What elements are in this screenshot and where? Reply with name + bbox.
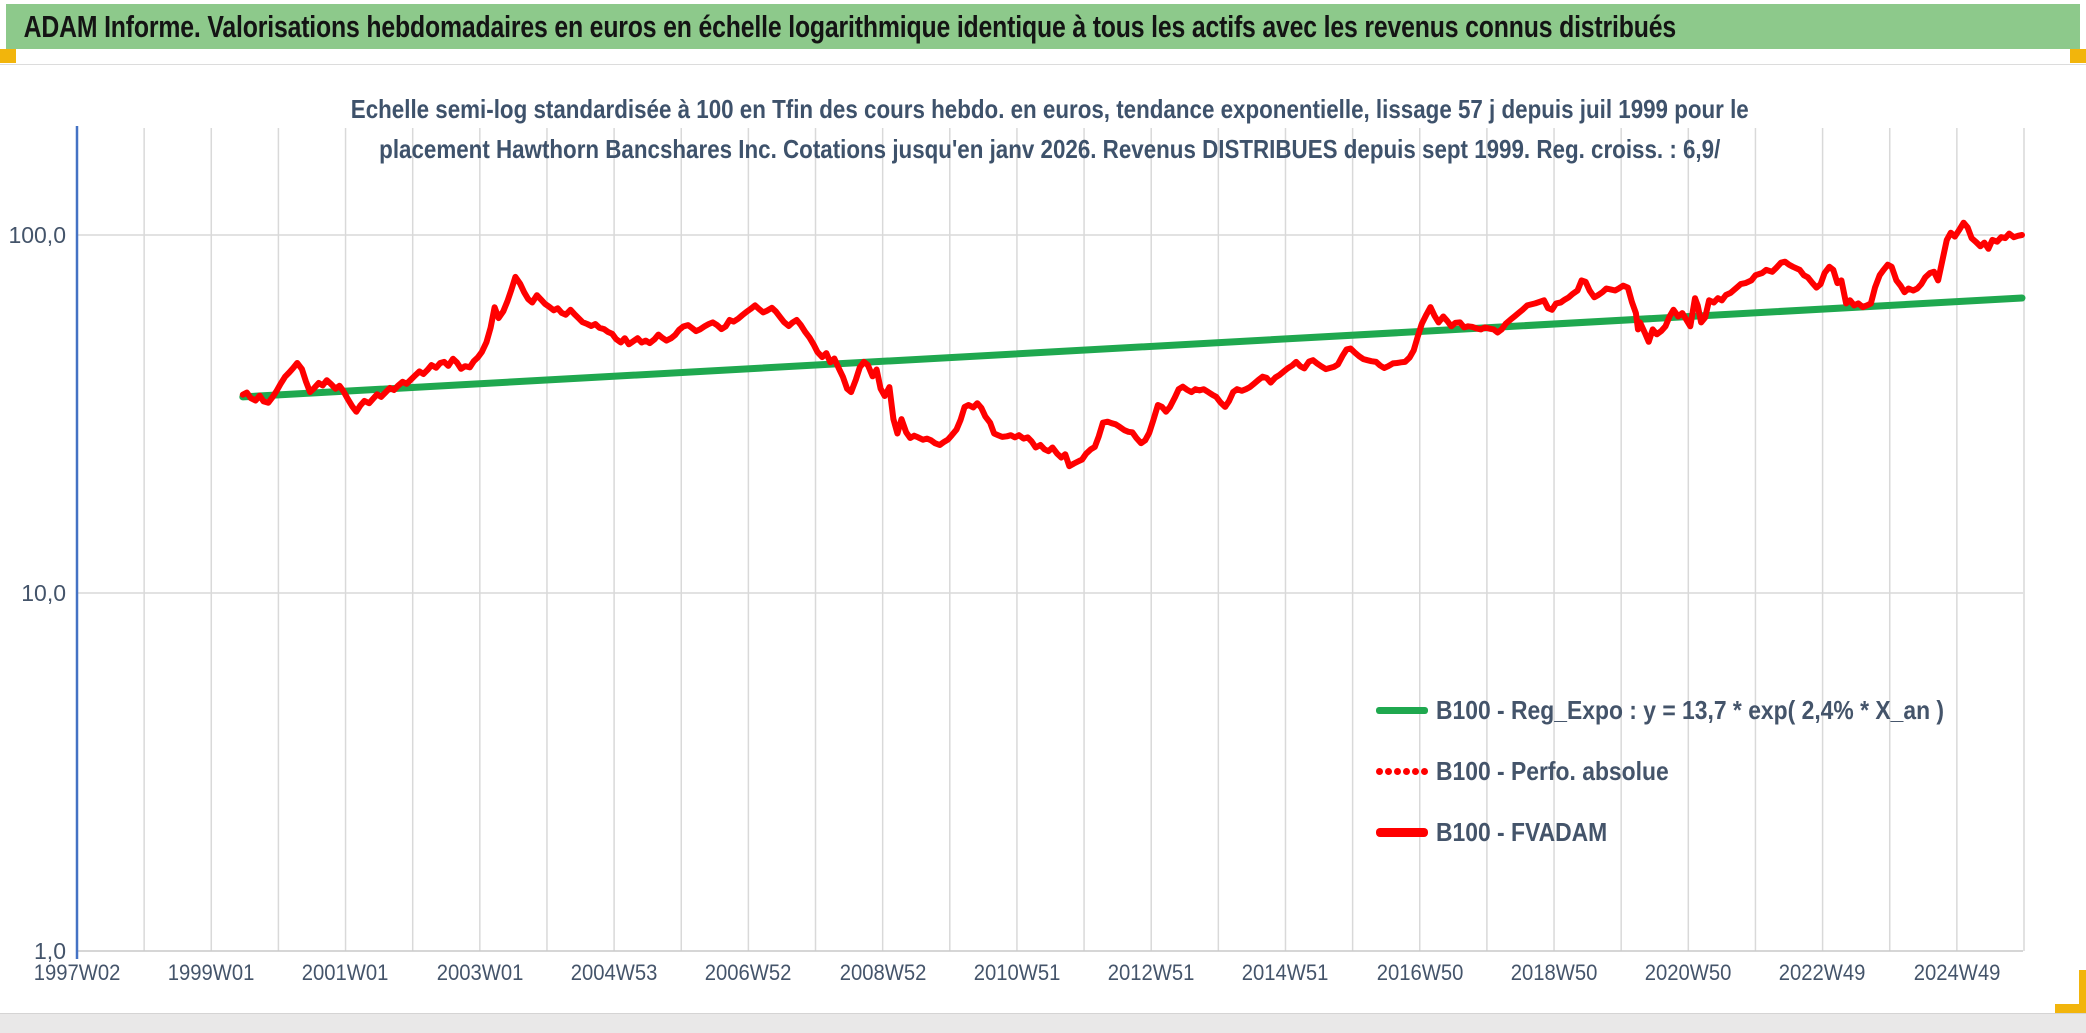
legend-label: B100 - FVADAM bbox=[1436, 816, 1608, 847]
legend-item-reg-expo[interactable]: B100 - Reg_Expo : y = 13,7 * exp( 2,4% *… bbox=[1376, 692, 2013, 728]
red-dot-icon bbox=[1403, 767, 1410, 775]
x-tick-label: 2022W49 bbox=[1779, 960, 1866, 985]
legend-item-fvadam[interactable]: B100 - FVADAM bbox=[1376, 814, 1631, 850]
series-line bbox=[239, 219, 2025, 470]
red-dot-icon bbox=[1385, 767, 1392, 775]
x-tick-label: 2016W50 bbox=[1376, 960, 1464, 985]
red-dot-icon bbox=[1421, 767, 1428, 775]
series-line bbox=[239, 294, 2026, 401]
legend-dotted-sample-red bbox=[1376, 767, 1428, 775]
accent-scroll-marker bbox=[2079, 970, 2086, 1018]
y-tick-label-100: 100,0 bbox=[8, 222, 66, 248]
legend-item-perfo-absolue[interactable]: B100 - Perfo. absolue bbox=[1376, 753, 1700, 789]
x-tick-label: 2008W52 bbox=[839, 960, 926, 985]
x-tick-label: 2006W52 bbox=[705, 960, 792, 985]
x-tick-label: 2024W49 bbox=[1913, 960, 2001, 985]
red-line-icon bbox=[1376, 827, 1428, 837]
x-tick-label: 2018W50 bbox=[1510, 960, 1598, 985]
bottom-strip bbox=[0, 1013, 2086, 1033]
accent-corner-top-left bbox=[0, 49, 16, 63]
x-tick-label: 2010W51 bbox=[973, 960, 1061, 985]
x-tick-label: 2004W53 bbox=[570, 960, 658, 985]
red-dot-icon bbox=[1412, 767, 1419, 775]
legend-label: B100 - Perfo. absolue bbox=[1436, 755, 1669, 786]
legend-label: B100 - Reg_Expo : y = 13,7 * exp( 2,4% *… bbox=[1436, 694, 1945, 725]
x-tick-label: 1999W01 bbox=[167, 960, 255, 985]
x-tick-label: 1997W02 bbox=[33, 960, 121, 985]
x-tick-label: 2020W50 bbox=[1644, 960, 1732, 985]
accent-corner-top-right bbox=[2070, 49, 2086, 63]
y-tick-label-1: 1,0 bbox=[34, 938, 66, 964]
row-divider bbox=[0, 64, 2086, 65]
legend-line-sample-red bbox=[1376, 827, 1428, 837]
green-line-icon bbox=[1376, 706, 1428, 714]
banner-title-bar: ADAM Informe. Valorisations hebdomadaire… bbox=[6, 4, 2080, 49]
banner-title-text: ADAM Informe. Valorisations hebdomadaire… bbox=[23, 8, 1677, 44]
chart-title-line1: Echelle semi-log standardisée à 100 en T… bbox=[351, 94, 1749, 124]
x-tick-label: 2012W51 bbox=[1107, 960, 1195, 985]
red-dot-icon bbox=[1376, 767, 1383, 775]
chart-title-line2: placement Hawthorn Bancshares Inc. Cotat… bbox=[379, 134, 1721, 164]
x-tick-label: 2014W51 bbox=[1242, 960, 1329, 985]
red-dot-icon bbox=[1394, 767, 1401, 775]
y-tick-label-10: 10,0 bbox=[21, 580, 66, 606]
legend-line-sample-green bbox=[1376, 706, 1428, 714]
x-tick-label: 2001W01 bbox=[302, 960, 389, 985]
x-tick-label: 2003W01 bbox=[436, 960, 524, 985]
